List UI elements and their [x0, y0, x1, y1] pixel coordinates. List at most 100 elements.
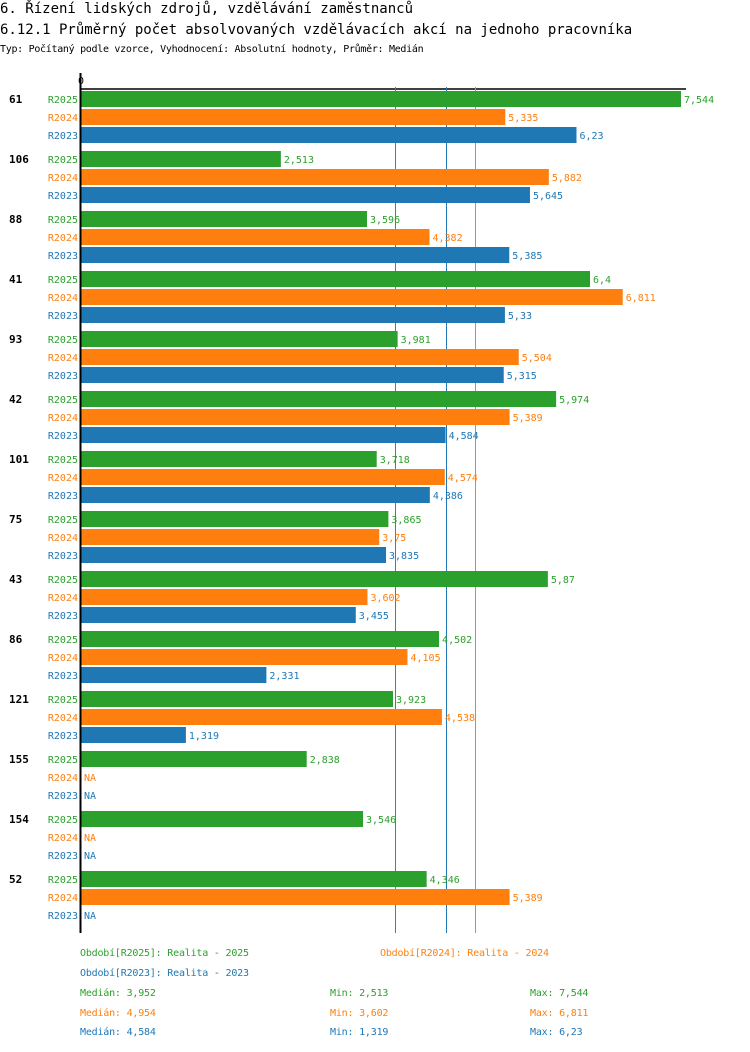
series-label-r2024: R2024 [48, 413, 78, 424]
bar-r2024 [81, 169, 549, 185]
series-label-r2023: R2023 [48, 611, 78, 622]
data-label: 5,504 [522, 353, 552, 364]
bar-r2023 [81, 127, 577, 143]
bar-r2025 [81, 151, 281, 167]
series-label-r2025: R2025 [48, 515, 78, 526]
series-label-r2025: R2025 [48, 815, 78, 826]
data-label: 3,596 [370, 215, 400, 226]
legend-min-r2024: Min: 3,602 [330, 1008, 389, 1019]
series-label-r2024: R2024 [48, 173, 78, 184]
series-label-r2023: R2023 [48, 671, 78, 682]
series-label-r2024: R2024 [48, 113, 78, 124]
data-label: 6,4 [593, 275, 611, 286]
bar-r2025 [81, 511, 389, 527]
series-label-r2023: R2023 [48, 431, 78, 442]
legend-median-r2023: Medián: 4,584 [80, 1027, 156, 1038]
series-label-r2025: R2025 [48, 575, 78, 586]
bar-r2023 [81, 727, 186, 743]
series-label-r2025: R2025 [48, 635, 78, 646]
series-label-r2025: R2025 [48, 395, 78, 406]
category-label: 121 [9, 693, 29, 706]
series-label-r2023: R2023 [48, 911, 78, 922]
data-label: 4,502 [442, 635, 472, 646]
data-label: 2,331 [269, 671, 299, 682]
bar-r2025 [81, 691, 394, 707]
bar-r2024 [81, 229, 430, 245]
bar-r2025 [81, 91, 681, 107]
data-label: 3,75 [382, 533, 406, 544]
category-label: 106 [9, 153, 29, 166]
series-label-r2023: R2023 [48, 551, 78, 562]
series-label-r2025: R2025 [48, 335, 78, 346]
series-label-r2023: R2023 [48, 311, 78, 322]
data-label-na: NA [84, 833, 96, 844]
legend-period-r2025: Období[R2025]: Realita - 2025 [80, 948, 249, 959]
data-label: 5,335 [508, 113, 538, 124]
chart-title: 6.12.1 Průměrný počet absolvovaných vzdě… [0, 22, 633, 38]
data-label: 4,346 [430, 875, 460, 886]
bar-r2024 [81, 289, 623, 305]
series-label-r2025: R2025 [48, 455, 78, 466]
legend-median-r2025: Medián: 3,952 [80, 988, 156, 999]
series-label-r2023: R2023 [48, 371, 78, 382]
data-label: 6,811 [626, 293, 656, 304]
data-label: 4,538 [445, 713, 475, 724]
bar-r2024 [81, 409, 510, 425]
series-label-r2025: R2025 [48, 95, 78, 106]
data-label-na: NA [84, 791, 96, 802]
series-label-r2025: R2025 [48, 215, 78, 226]
series-label-r2024: R2024 [48, 773, 78, 784]
series-label-r2023: R2023 [48, 251, 78, 262]
category-label: 93 [9, 333, 22, 346]
bar-r2025 [81, 211, 368, 227]
series-label-r2025: R2025 [48, 155, 78, 166]
data-label: 2,513 [284, 155, 314, 166]
legend-period-r2023: Období[R2023]: Realita - 2023 [80, 968, 249, 979]
bar-r2024 [81, 589, 368, 605]
legend-max-r2023: Max: 6,23 [530, 1027, 583, 1038]
series-label-r2025: R2025 [48, 275, 78, 286]
data-label: 5,87 [551, 575, 575, 586]
bar-r2023 [81, 307, 505, 323]
data-label: 5,315 [507, 371, 537, 382]
series-label-r2023: R2023 [48, 191, 78, 202]
chart-meta: Typ: Počítaný podle vzorce, Vyhodnocení:… [0, 44, 424, 55]
legend-median-r2024: Medián: 4,954 [80, 1008, 156, 1019]
series-label-r2024: R2024 [48, 353, 78, 364]
bar-r2024 [81, 709, 442, 725]
bar-r2025 [81, 331, 398, 347]
data-label: 3,546 [366, 815, 396, 826]
bar-r2023 [81, 427, 446, 443]
data-label-na: NA [84, 851, 96, 862]
data-label: 3,981 [401, 335, 431, 346]
bar-r2024 [81, 469, 445, 485]
category-label: 52 [9, 873, 22, 886]
bar-r2023 [81, 367, 504, 383]
bar-r2025 [81, 391, 557, 407]
data-label: 3,455 [359, 611, 389, 622]
category-label: 61 [9, 93, 23, 106]
bar-r2025 [81, 571, 548, 587]
data-label: 4,584 [449, 431, 479, 442]
category-label: 86 [9, 633, 23, 646]
category-label: 43 [9, 573, 22, 586]
bar-r2025 [81, 631, 440, 647]
category-label: 155 [9, 753, 29, 766]
series-label-r2024: R2024 [48, 293, 78, 304]
data-label-na: NA [84, 911, 96, 922]
data-label: 3,718 [380, 455, 410, 466]
bar-r2024 [81, 649, 408, 665]
data-label: 3,865 [391, 515, 421, 526]
bar-r2024 [81, 889, 510, 905]
data-label: 5,882 [552, 173, 582, 184]
data-label-na: NA [84, 773, 96, 784]
data-label: 1,319 [189, 731, 219, 742]
data-label: 7,544 [684, 95, 714, 106]
data-label: 5,389 [513, 413, 543, 424]
data-label: 3,835 [389, 551, 419, 562]
legend-max-r2024: Max: 6,811 [530, 1008, 589, 1019]
bar-r2024 [81, 349, 519, 365]
bar-r2024 [81, 529, 380, 545]
series-label-r2024: R2024 [48, 473, 78, 484]
